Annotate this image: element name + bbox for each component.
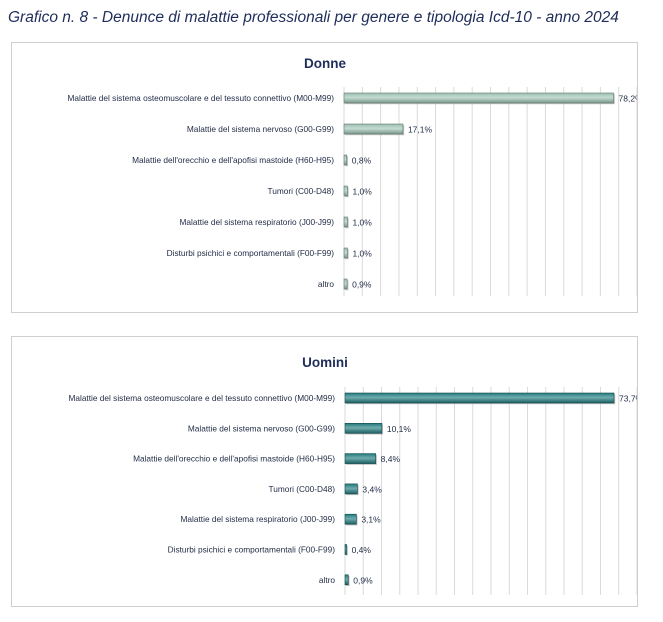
category-label: Disturbi psichici e comportamentali (F00… — [168, 545, 336, 555]
data-label: 1,0% — [352, 187, 372, 197]
data-label: 10,1% — [387, 424, 412, 434]
bar — [343, 278, 348, 290]
data-label: 0,4% — [352, 545, 372, 555]
data-label: 78,2% — [619, 94, 637, 104]
category-label: altro — [318, 279, 335, 289]
bar — [343, 123, 404, 135]
category-label: Malattie del sistema respiratorio (J00-J… — [181, 514, 336, 524]
category-label: Malattie dell'orecchio e dell'apofisi ma… — [132, 155, 334, 165]
chart-donne: Donne Malattie del sistema osteomuscolare… — [67, 56, 637, 296]
bar — [344, 513, 357, 525]
chart-title: Donne — [304, 56, 346, 71]
data-label: 0,9% — [352, 280, 372, 290]
bar — [343, 154, 348, 166]
data-label: 73,7% — [619, 394, 637, 404]
bar — [344, 544, 347, 555]
category-label: Malattie del sistema osteomuscolare e de… — [67, 93, 334, 103]
category-label: Malattie del sistema respiratorio (J00-J… — [180, 217, 335, 227]
data-label: 3,1% — [361, 515, 381, 525]
chart-title: Uomini — [302, 355, 348, 370]
data-label: 0,8% — [352, 156, 372, 166]
category-label: Malattie del sistema osteomuscolare e de… — [68, 393, 335, 403]
bar — [344, 392, 615, 404]
category-label: Disturbi psichici e comportamentali (F00… — [167, 248, 335, 258]
gridlines — [344, 387, 637, 595]
bar-shadow — [346, 545, 348, 556]
chart-uomini: Uomini Malattie del sistema osteomuscolar… — [68, 355, 637, 595]
chart-main-title: Grafico n. 8 - Denunce di malattie profe… — [8, 9, 619, 26]
data-label: 8,4% — [381, 454, 401, 464]
data-label: 3,4% — [362, 484, 382, 494]
chart-panel-uomini: Uomini Malattie del sistema osteomuscolar… — [11, 336, 638, 607]
bar — [343, 216, 348, 228]
data-label: 1,0% — [352, 249, 372, 259]
category-label: Tumori (C00-D48) — [268, 484, 335, 494]
category-label: Malattie del sistema nervoso (G00-G99) — [187, 124, 334, 134]
bar — [344, 453, 376, 464]
data-label: 17,1% — [408, 125, 433, 135]
category-label: altro — [319, 575, 336, 585]
category-label: Malattie dell'orecchio e dell'apofisi ma… — [133, 454, 335, 464]
category-label: Malattie del sistema nervoso (G00-G99) — [188, 423, 335, 433]
bar — [343, 92, 614, 104]
bar — [344, 423, 383, 434]
data-label: 0,9% — [353, 575, 373, 585]
data-label: 1,0% — [352, 218, 372, 228]
bar — [344, 574, 349, 586]
chart-panel-donne: Donne Malattie del sistema osteomuscolare… — [11, 42, 638, 313]
bar — [344, 483, 358, 495]
category-label: Tumori (C00-D48) — [267, 186, 334, 196]
bar — [343, 185, 348, 197]
gridlines — [343, 87, 637, 296]
bar — [343, 247, 348, 259]
